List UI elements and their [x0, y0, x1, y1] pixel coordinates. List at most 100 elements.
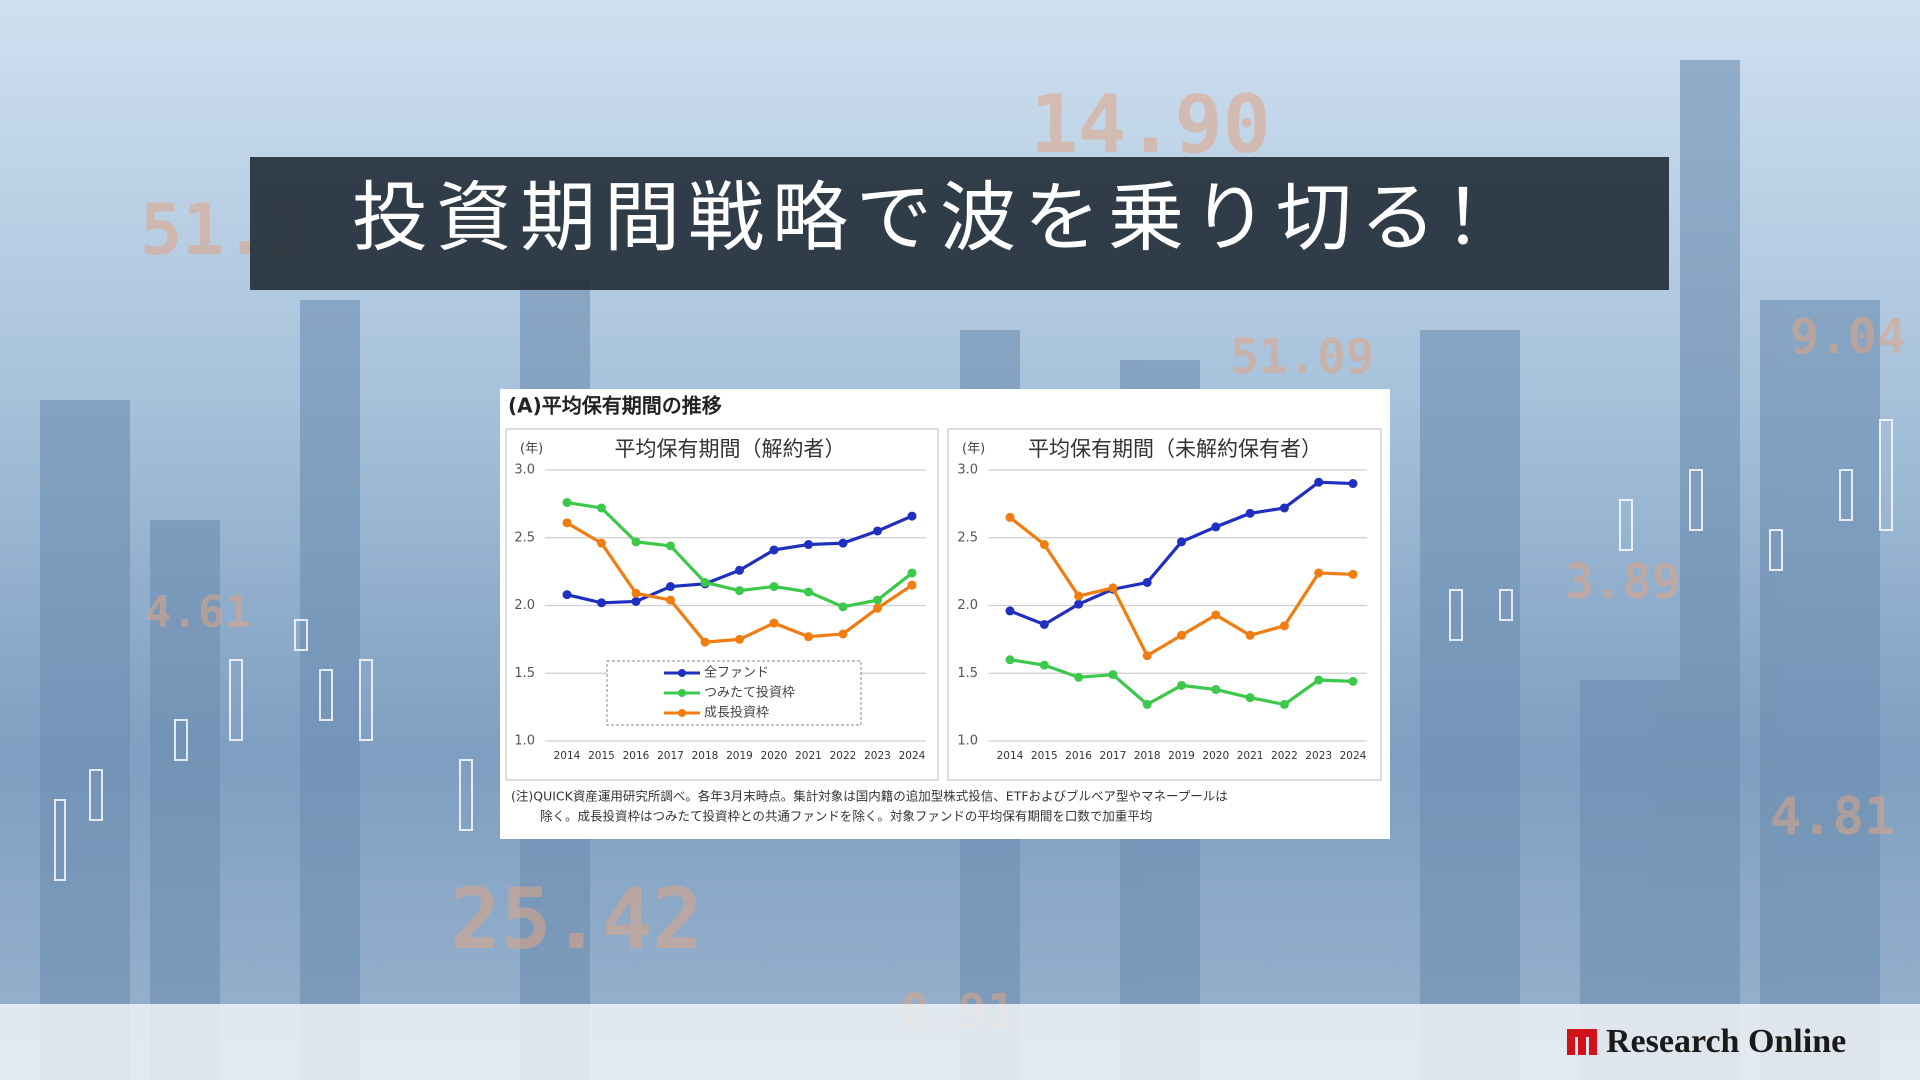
footer-bar [0, 1004, 1920, 1080]
y-tick-label: 1.0 [514, 734, 535, 749]
title-banner [250, 157, 1669, 290]
data-point [1314, 675, 1324, 685]
data-point [700, 637, 710, 647]
data-point [1211, 685, 1221, 695]
background-number: 3.89 [1565, 554, 1681, 610]
data-point [1039, 660, 1049, 670]
data-point [907, 580, 917, 590]
x-tick-label: 2024 [1340, 750, 1367, 762]
data-point [1314, 477, 1324, 487]
data-point [1211, 522, 1221, 532]
data-point [1074, 599, 1084, 609]
data-point [1108, 670, 1118, 680]
data-point [700, 577, 710, 587]
y-tick-label: 1.5 [957, 666, 978, 681]
data-point [562, 498, 572, 508]
data-point [769, 618, 779, 628]
data-point [1279, 621, 1289, 631]
data-point [838, 538, 848, 548]
data-point [631, 537, 641, 547]
y-tick-label: 2.0 [957, 598, 978, 613]
data-point [597, 538, 606, 548]
chart-title: 平均保有期間（解約者） [615, 437, 846, 461]
x-tick-label: 2014 [997, 750, 1024, 762]
legend-label: 全ファンド [704, 665, 769, 681]
data-point [562, 590, 572, 600]
data-point [1211, 610, 1221, 620]
data-point [597, 598, 606, 608]
data-point [735, 634, 744, 644]
data-point [769, 545, 779, 555]
data-point [1039, 540, 1049, 550]
x-tick-label: 2017 [1100, 750, 1127, 762]
background-number: 14.90 [1030, 78, 1271, 171]
y-tick-label: 2.0 [514, 598, 535, 613]
data-point [1279, 699, 1289, 709]
legend-marker [678, 709, 686, 717]
brand-name: Research Online [1606, 1023, 1846, 1060]
data-point [1177, 537, 1186, 547]
x-tick-label: 2015 [588, 750, 615, 762]
data-point [1245, 693, 1255, 703]
data-point [873, 526, 882, 536]
data-point [769, 582, 779, 592]
data-point [597, 503, 606, 513]
data-point [1074, 672, 1084, 682]
candlesticks [54, 419, 1893, 881]
x-tick-label: 2018 [692, 750, 719, 762]
chart-frame [947, 428, 1382, 781]
chart-panel [500, 389, 1390, 839]
background-number: 4.81 [1770, 787, 1895, 847]
background-number: 4.61 [145, 587, 251, 638]
data-point [1348, 479, 1358, 489]
note-line: 除く。成長投資枠はつみたて投資枠との共通ファンドを除く。対象ファンドの平均保有期… [540, 809, 1152, 824]
data-point [631, 596, 641, 606]
data-point [1039, 619, 1049, 629]
data-point [1279, 503, 1289, 513]
y-axis-label: (年) [520, 442, 543, 457]
data-point [804, 540, 813, 550]
background-number: 9.04 [1790, 309, 1906, 365]
legend-label: 成長投資枠 [704, 705, 769, 721]
data-point [1005, 606, 1015, 616]
chart-frame [505, 428, 939, 781]
legend-marker [678, 669, 686, 677]
legend-marker [678, 689, 686, 697]
data-point [1177, 680, 1186, 690]
y-tick-label: 2.5 [514, 530, 535, 545]
x-tick-label: 2016 [623, 750, 650, 762]
x-tick-label: 2020 [761, 750, 788, 762]
x-tick-label: 2018 [1134, 750, 1161, 762]
data-point [838, 629, 848, 639]
x-tick-label: 2016 [1065, 750, 1092, 762]
x-tick-label: 2020 [1202, 750, 1229, 762]
y-axis-label: (年) [962, 442, 985, 457]
data-point [666, 582, 675, 592]
legend-box [606, 660, 862, 726]
x-tick-label: 2019 [726, 750, 753, 762]
data-point [873, 603, 882, 613]
data-point [1177, 630, 1186, 640]
data-point [907, 511, 917, 521]
banner-title: 投資期間戦略で波を乗り切る！ [352, 173, 1528, 262]
y-tick-label: 2.5 [957, 530, 978, 545]
data-point [1005, 512, 1015, 522]
data-point [1314, 568, 1324, 578]
brand-logo [1567, 1029, 1597, 1055]
y-tick-label: 1.0 [957, 734, 978, 749]
data-point [804, 632, 813, 642]
data-point [666, 595, 675, 605]
data-point [666, 541, 675, 551]
data-point [873, 595, 882, 605]
data-point [735, 565, 744, 575]
panel-title: (A)平均保有期間の推移 [508, 394, 722, 418]
data-point [1348, 676, 1358, 686]
x-tick-label: 2023 [1305, 750, 1332, 762]
x-tick-label: 2024 [899, 750, 926, 762]
data-point [1142, 699, 1152, 709]
data-point [562, 518, 572, 528]
y-tick-label: 3.0 [957, 463, 978, 478]
data-point [907, 568, 917, 578]
data-point [1142, 577, 1152, 587]
